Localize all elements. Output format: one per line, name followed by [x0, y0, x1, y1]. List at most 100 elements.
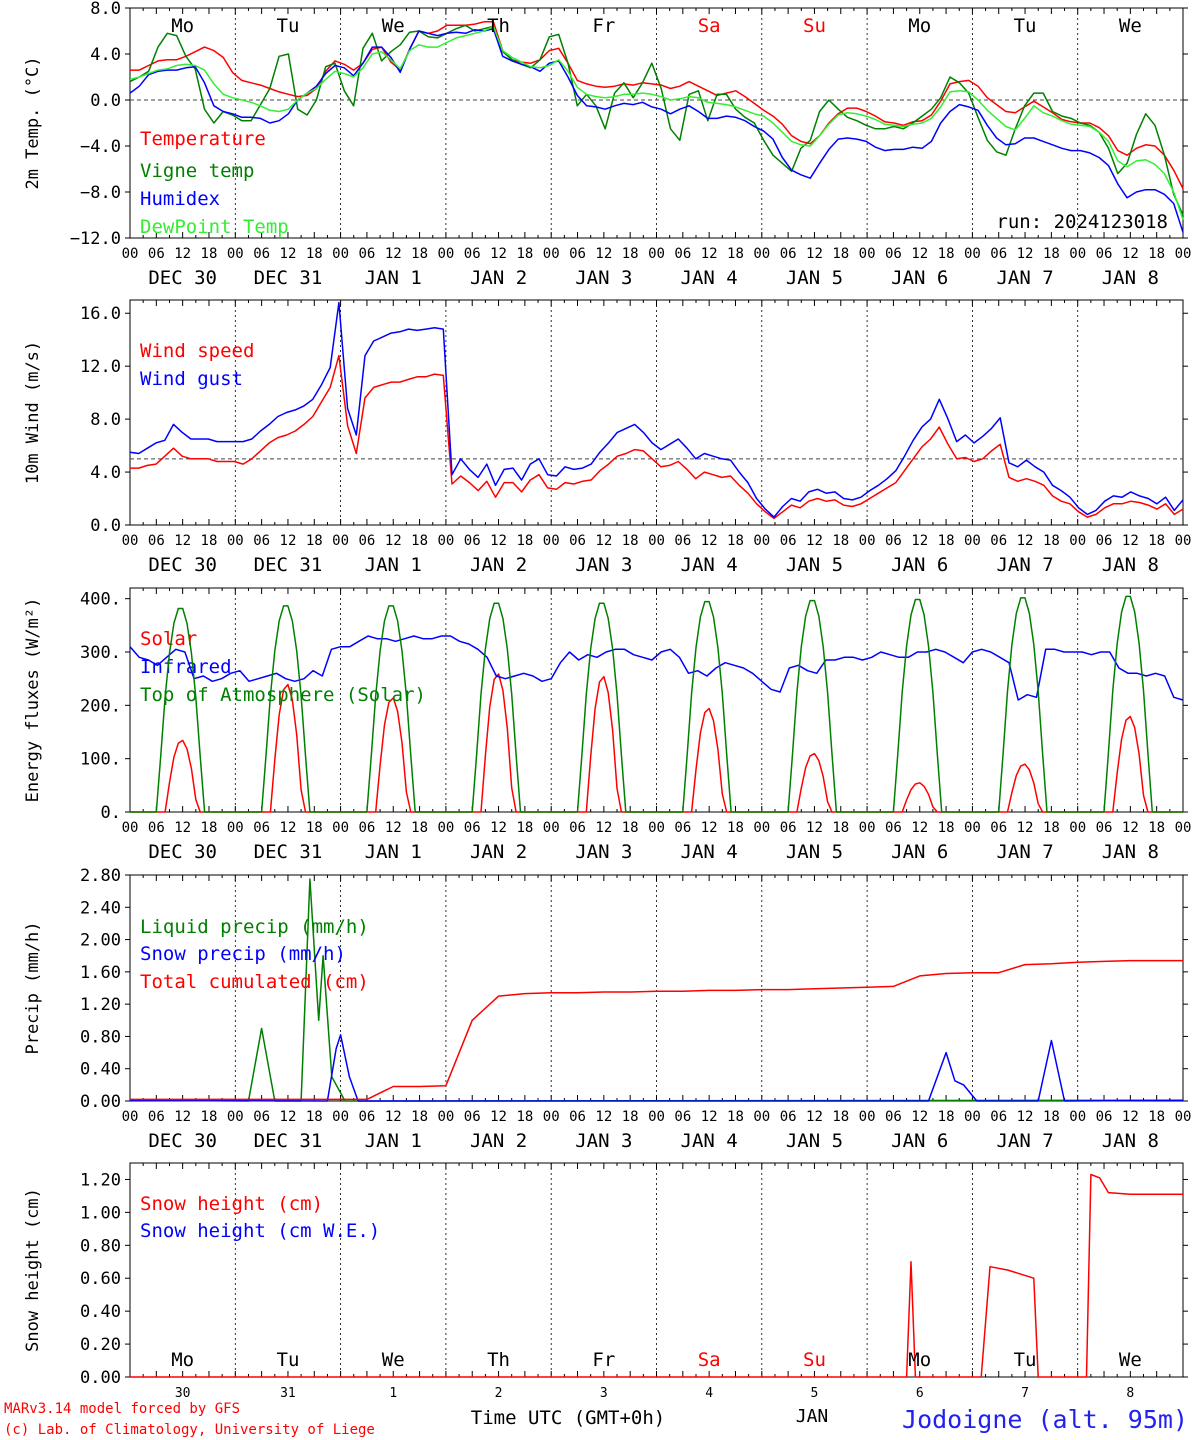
date-label: JAN 6 [891, 1130, 948, 1152]
day-number: 6 [916, 1386, 924, 1401]
hour-tick-label: 00 [1175, 533, 1192, 549]
day-name-bottom: Mo [171, 1349, 194, 1371]
y-tick-label: 1.20 [80, 995, 121, 1015]
day-number: 2 [495, 1386, 503, 1401]
y-tick-label: 2.40 [80, 898, 121, 918]
hour-tick-label: 06 [674, 820, 691, 836]
hour-tick-label: 12 [174, 820, 191, 836]
hour-tick-label: 06 [674, 1109, 691, 1125]
y-tick-label: 0.80 [80, 1027, 121, 1047]
date-label: JAN 5 [786, 841, 843, 863]
hour-tick-label: 00 [859, 820, 876, 836]
hour-tick-label: 18 [411, 820, 428, 836]
day-name-bottom: Fr [592, 1349, 615, 1371]
series-line-snow-precip-mm-h- [129, 1034, 1184, 1102]
hour-tick-label: 06 [148, 533, 165, 549]
day-number: 4 [705, 1386, 713, 1401]
hour-tick-label: 06 [1096, 533, 1113, 549]
hour-tick-label: 18 [832, 820, 849, 836]
hour-tick-label: 18 [1148, 820, 1165, 836]
hour-tick-label: 12 [280, 820, 297, 836]
hour-tick-label: 00 [227, 533, 244, 549]
date-label: JAN 2 [470, 841, 527, 863]
date-label: DEC 30 [148, 841, 217, 863]
y-tick-label: 0.40 [80, 1060, 121, 1080]
hour-tick-label: 12 [701, 1109, 718, 1125]
hour-tick-label: 06 [569, 246, 586, 262]
hour-tick-label: 12 [595, 820, 612, 836]
day-name: Th [487, 15, 510, 37]
hour-tick-label: 12 [911, 246, 928, 262]
hour-tick-label: 06 [990, 246, 1007, 262]
hour-tick-label: 12 [1017, 533, 1034, 549]
hour-tick-label: 18 [727, 820, 744, 836]
date-label: DEC 30 [148, 1130, 217, 1152]
hour-tick-label: 18 [832, 533, 849, 549]
date-label: DEC 31 [254, 267, 323, 289]
hour-tick-label: 06 [464, 246, 481, 262]
day-number: 3 [600, 1386, 608, 1401]
hour-tick-label: 00 [122, 820, 139, 836]
hour-tick-label: 18 [201, 1109, 218, 1125]
date-label: JAN 5 [786, 1130, 843, 1152]
hour-tick-label: 18 [1043, 820, 1060, 836]
hour-tick-label: 06 [885, 820, 902, 836]
y-tick-label: 100. [80, 750, 121, 770]
hour-tick-label: 18 [938, 533, 955, 549]
hour-tick-label: 12 [490, 533, 507, 549]
hour-tick-label: 18 [1148, 246, 1165, 262]
hour-tick-label: 00 [964, 246, 981, 262]
hour-tick-label: 06 [780, 820, 797, 836]
legend-entry: Temperature [140, 128, 266, 150]
hour-tick-label: 18 [516, 246, 533, 262]
hour-tick-label: 06 [780, 1109, 797, 1125]
day-name: We [1119, 15, 1142, 37]
date-label: DEC 31 [254, 1130, 323, 1152]
hour-tick-label: 12 [1122, 246, 1139, 262]
series-line-top-of-atmosphere-solar- [130, 595, 1183, 813]
day-number: 31 [280, 1386, 296, 1401]
date-label: JAN 3 [575, 841, 632, 863]
hour-tick-label: 12 [1122, 533, 1139, 549]
y-tick-label: 0.00 [80, 1092, 121, 1112]
day-name-bottom: Tu [1014, 1349, 1037, 1371]
hour-tick-label: 00 [648, 246, 665, 262]
day-name: Fr [592, 15, 615, 37]
hour-tick-label: 00 [437, 820, 454, 836]
hour-tick-label: 06 [674, 246, 691, 262]
y-axis-label: Energy fluxes (W/m²) [23, 598, 43, 803]
hour-tick-label: 00 [437, 1109, 454, 1125]
series-line-snow-height-cm- [130, 1173, 1183, 1378]
hour-tick-label: 12 [911, 533, 928, 549]
hour-tick-label: 12 [280, 246, 297, 262]
series-line-vigne-temp [129, 24, 1184, 216]
hour-tick-label: 06 [358, 820, 375, 836]
hour-tick-label: 00 [753, 1109, 770, 1125]
y-tick-label: 1.60 [80, 963, 121, 983]
day-name: Tu [1014, 15, 1037, 37]
y-tick-label: 16.0 [80, 304, 121, 324]
hour-tick-label: 06 [990, 820, 1007, 836]
hour-tick-label: 12 [490, 246, 507, 262]
hour-tick-label: 12 [911, 1109, 928, 1125]
hour-tick-label: 12 [385, 533, 402, 549]
hour-tick-label: 18 [201, 820, 218, 836]
hour-tick-label: 12 [280, 533, 297, 549]
credit-line-2: (c) Lab. of Climatology, University of L… [4, 1422, 375, 1438]
hour-tick-label: 00 [753, 820, 770, 836]
hour-tick-label: 06 [674, 533, 691, 549]
hour-tick-label: 00 [543, 820, 560, 836]
hour-tick-label: 12 [490, 820, 507, 836]
y-tick-label: 2.80 [80, 866, 121, 886]
hour-tick-label: 00 [859, 533, 876, 549]
hour-tick-label: 00 [122, 533, 139, 549]
hour-tick-label: 00 [1175, 246, 1192, 262]
hour-tick-label: 06 [358, 246, 375, 262]
y-tick-label: 4.0 [90, 45, 121, 65]
y-axis-label: 2m Temp. (°C) [23, 56, 43, 189]
day-name: Mo [908, 15, 931, 37]
date-label: JAN 1 [365, 1130, 422, 1152]
hour-tick-label: 12 [701, 533, 718, 549]
